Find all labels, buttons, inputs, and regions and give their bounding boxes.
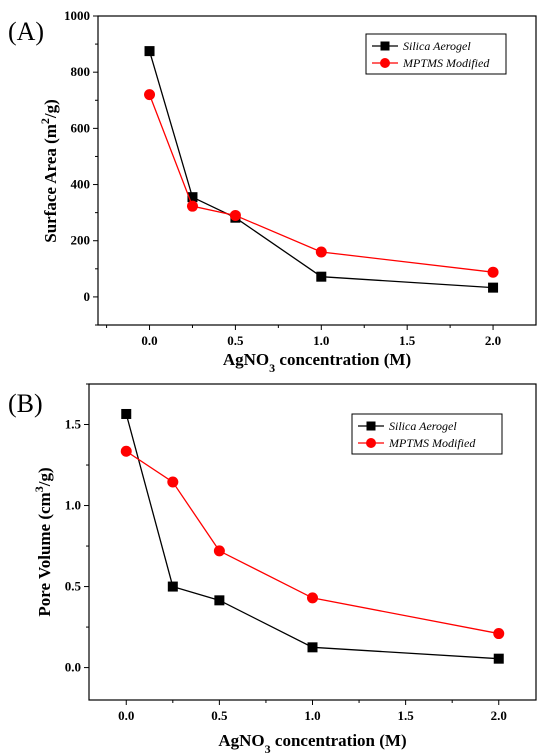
data-point-mptms-modified	[230, 210, 241, 221]
y-tick-label: 0	[84, 289, 91, 304]
y-tick-label: 0.5	[65, 579, 82, 594]
x-tick-label: 0.5	[227, 333, 244, 348]
data-point-silica-aerogel	[494, 654, 504, 664]
x-tick-label: 0.5	[211, 708, 228, 723]
y-tick-label: 400	[71, 177, 91, 192]
data-point-mptms-modified	[307, 592, 318, 603]
data-point-mptms-modified	[316, 246, 327, 257]
chart-panel-b: (B) 0.0 0.5 1.0 1.5 2.0 0.0 0.5 1.0 1.5 AgNO3 conc…	[8, 384, 536, 754]
series-line-mptms-modified	[150, 95, 494, 273]
legend-marker-circle	[380, 58, 390, 68]
legend-label: Silica Aerogel	[389, 419, 457, 433]
data-point-silica-aerogel	[168, 582, 178, 592]
data-point-mptms-modified	[167, 477, 178, 488]
x-tick-label: 1.5	[398, 708, 415, 723]
data-point-silica-aerogel	[316, 272, 326, 282]
legend-label: MPTMS Modified	[388, 436, 476, 450]
x-axis-label: AgNO3 concentration (M)	[223, 350, 411, 375]
y-tick-label: 600	[71, 120, 91, 135]
y-tick-label: 1000	[64, 8, 90, 23]
y-axis-label: Pore Volume (cm3/g)	[32, 467, 54, 616]
data-point-silica-aerogel	[308, 642, 318, 652]
x-tick-label: 2.0	[485, 333, 501, 348]
x-tick-label: 0.0	[118, 708, 134, 723]
series-line-mptms-modified	[126, 451, 499, 633]
legend-label: MPTMS Modified	[402, 56, 490, 70]
data-point-mptms-modified	[144, 89, 155, 100]
data-point-silica-aerogel	[488, 283, 498, 293]
x-tick-label: 1.0	[304, 708, 320, 723]
y-tick-label: 200	[71, 233, 91, 248]
legend-marker-square	[381, 42, 390, 51]
data-point-silica-aerogel	[121, 409, 131, 419]
x-tick-label: 1.5	[399, 333, 416, 348]
chart-panel-a: (A) 0.0 0.5 1.0 1.5 2.0 0 200 400 600 800 1000 AgNO3…	[8, 8, 536, 375]
data-point-mptms-modified	[493, 628, 504, 639]
x-tick-label: 1.0	[313, 333, 329, 348]
y-tick-label: 1.0	[65, 498, 81, 513]
data-point-silica-aerogel	[214, 595, 224, 605]
legend-label: Silica Aerogel	[403, 39, 471, 53]
legend-marker-circle	[366, 438, 376, 448]
y-tick-label: 800	[71, 64, 91, 79]
x-tick-label: 0.0	[141, 333, 157, 348]
panel-label: (B)	[8, 389, 43, 418]
panel-label: (A)	[8, 17, 44, 46]
x-axis-label: AgNO3 concentration (M)	[218, 731, 406, 754]
y-tick-label: 1.5	[65, 417, 82, 432]
data-point-silica-aerogel	[145, 46, 155, 56]
data-point-mptms-modified	[214, 545, 225, 556]
y-tick-label: 0.0	[65, 660, 81, 675]
data-point-mptms-modified	[187, 201, 198, 212]
legend-marker-square	[367, 422, 376, 431]
x-tick-label: 2.0	[491, 708, 507, 723]
y-axis-label: Surface Area (m2/g)	[38, 99, 60, 243]
data-point-mptms-modified	[488, 267, 499, 278]
data-point-mptms-modified	[121, 446, 132, 457]
